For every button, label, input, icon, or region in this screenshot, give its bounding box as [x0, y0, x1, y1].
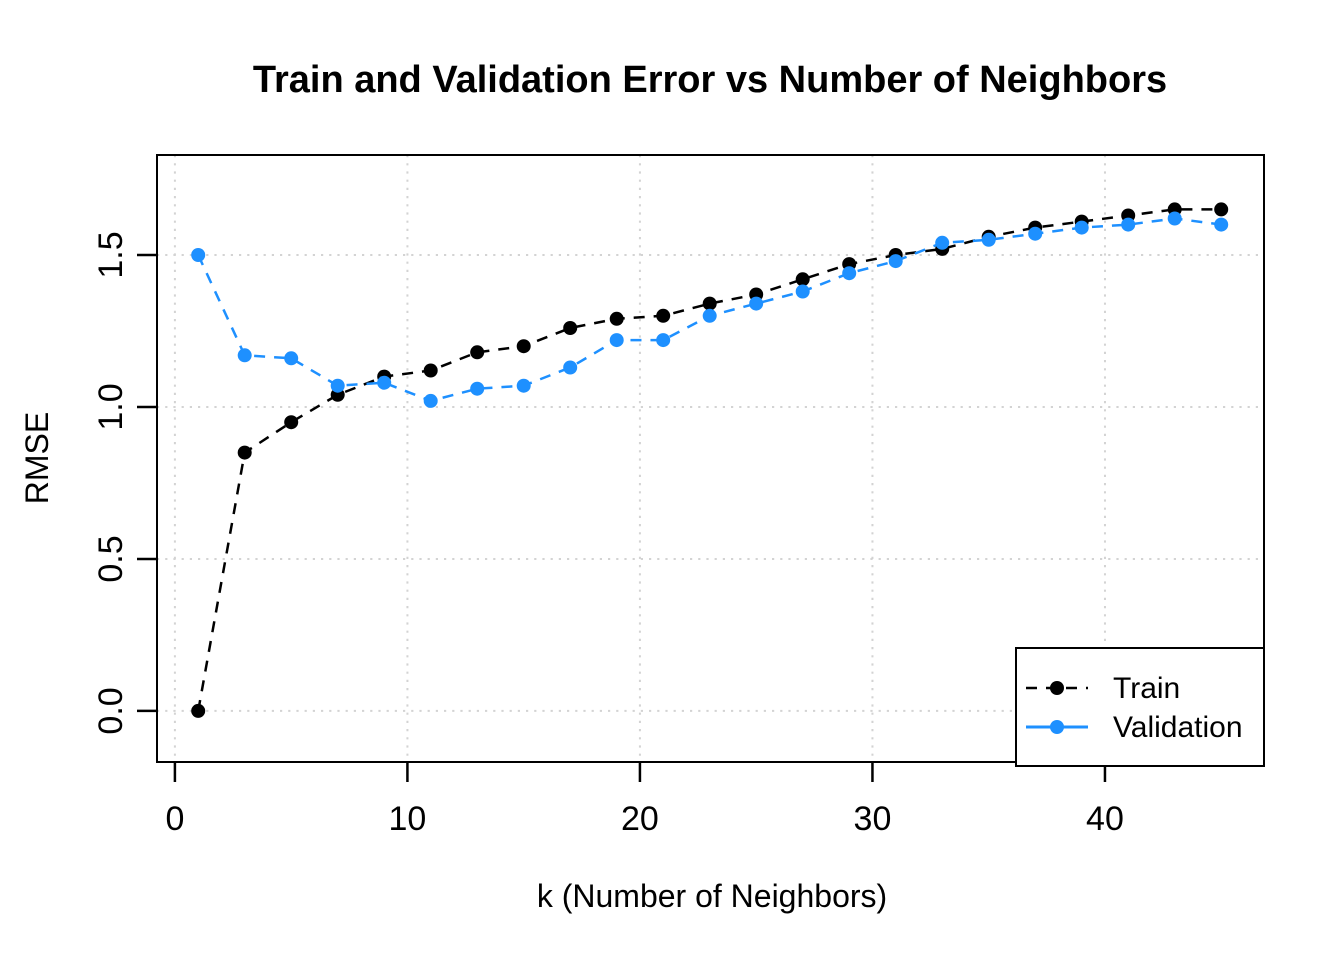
validation-point [423, 393, 438, 408]
validation-point [516, 378, 531, 393]
validation-point [1214, 217, 1229, 232]
y-tick-label: 1.0 [92, 383, 130, 430]
train-point [516, 339, 531, 354]
data-series [191, 202, 1229, 718]
train-point [702, 296, 717, 311]
gridlines [157, 155, 1264, 762]
y-tick-label: 1.5 [92, 231, 130, 278]
legend-box [1015, 647, 1265, 767]
train-point [237, 445, 252, 460]
axes: 0 10 20 30 40 0.0 0.5 1.0 1.5 [92, 231, 1124, 838]
validation-point [795, 284, 810, 299]
x-tick-label: 0 [165, 800, 184, 838]
validation-point [1121, 217, 1136, 232]
validation-point [935, 235, 950, 250]
train-point [795, 272, 810, 287]
validation-point [609, 333, 624, 348]
validation-point [1028, 226, 1043, 241]
validation-point [563, 360, 578, 375]
train-point [470, 345, 485, 360]
legend-train-marker [1050, 681, 1064, 695]
x-tick-label: 10 [389, 800, 427, 838]
validation-point [284, 351, 299, 366]
validation-point [1074, 220, 1089, 235]
validation-point [749, 296, 764, 311]
legend-validation-marker [1050, 720, 1064, 734]
validation-point [1167, 211, 1182, 226]
x-tick-label: 20 [621, 800, 659, 838]
validation-point [191, 248, 206, 262]
validation-point [237, 348, 252, 363]
train-point [191, 703, 206, 718]
x-tick-label: 40 [1086, 800, 1124, 838]
validation-point [470, 381, 485, 396]
y-tick-label: 0.0 [92, 687, 130, 734]
train-point [1214, 202, 1229, 217]
chart-title: Train and Validation Error vs Number of … [253, 59, 1167, 101]
legend-label-validation: Validation [1113, 711, 1243, 744]
train-point [284, 415, 299, 430]
validation-point [842, 266, 857, 281]
train-point [656, 308, 671, 323]
legend: Train Validation [1015, 647, 1265, 767]
train-point [609, 311, 624, 326]
validation-point [888, 254, 903, 269]
validation-point [656, 333, 671, 348]
y-tick-label: 0.5 [92, 535, 130, 582]
validation-point [981, 232, 996, 247]
x-tick-label: 30 [854, 800, 892, 838]
train-point [563, 321, 578, 335]
y-axis-title: RMSE [19, 412, 55, 504]
validation-point [377, 375, 392, 390]
train-point [423, 363, 438, 378]
legend-label-train: Train [1113, 672, 1180, 705]
plot-border [156, 154, 1265, 763]
x-axis-title: k (Number of Neighbors) [537, 878, 887, 914]
validation-point [702, 308, 717, 323]
train-line [196, 208, 1222, 712]
validation-point [330, 378, 345, 393]
